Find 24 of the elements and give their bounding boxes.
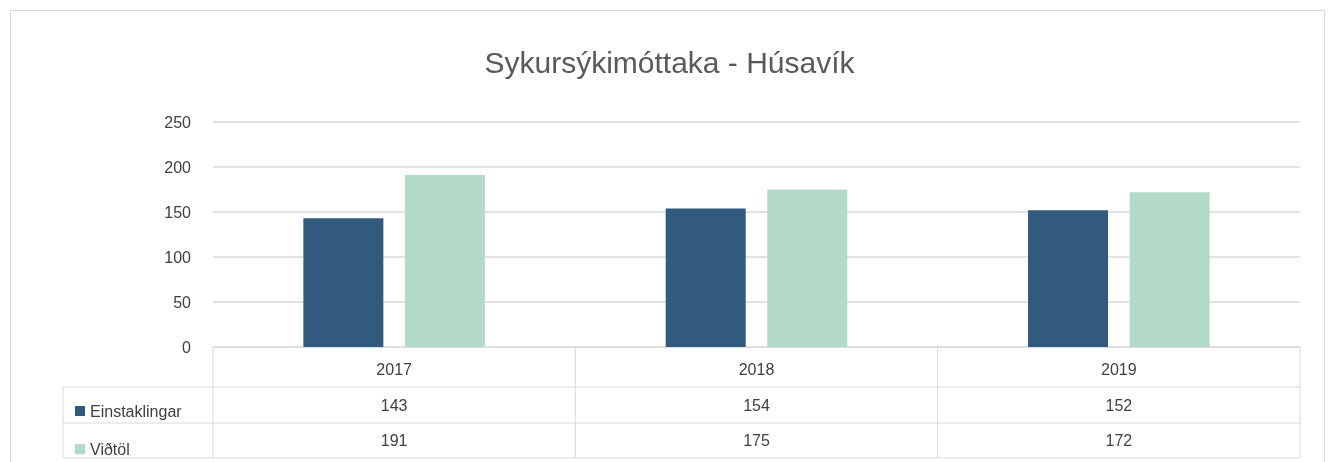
data-label: 143 (380, 396, 408, 414)
x-tick-label: 2018 (738, 360, 775, 378)
bar (303, 218, 384, 347)
legend-label: Viðtöl (90, 440, 130, 458)
bar (665, 208, 746, 347)
data-label: 152 (1105, 396, 1133, 414)
y-tick-label: 50 (173, 293, 192, 311)
bar (767, 189, 848, 347)
x-tick-label: 2017 (376, 360, 413, 378)
y-tick-label: 250 (164, 113, 192, 131)
data-label: 175 (743, 432, 770, 449)
y-tick-label: 200 (164, 158, 192, 176)
data-label: 191 (380, 432, 408, 449)
bar (404, 175, 485, 347)
legend-label: Einstaklingar (90, 402, 183, 420)
bar (1028, 210, 1109, 347)
chart-title: Sykursýkimóttaka - Húsavík (484, 45, 856, 79)
bar (1129, 192, 1210, 347)
y-tick-label: 150 (164, 203, 192, 221)
data-label: 154 (743, 396, 770, 414)
y-tick-label: 100 (164, 248, 192, 266)
x-tick-label: 2019 (1101, 360, 1137, 378)
y-tick-label: 0 (182, 338, 192, 356)
data-label: 172 (1105, 432, 1133, 449)
